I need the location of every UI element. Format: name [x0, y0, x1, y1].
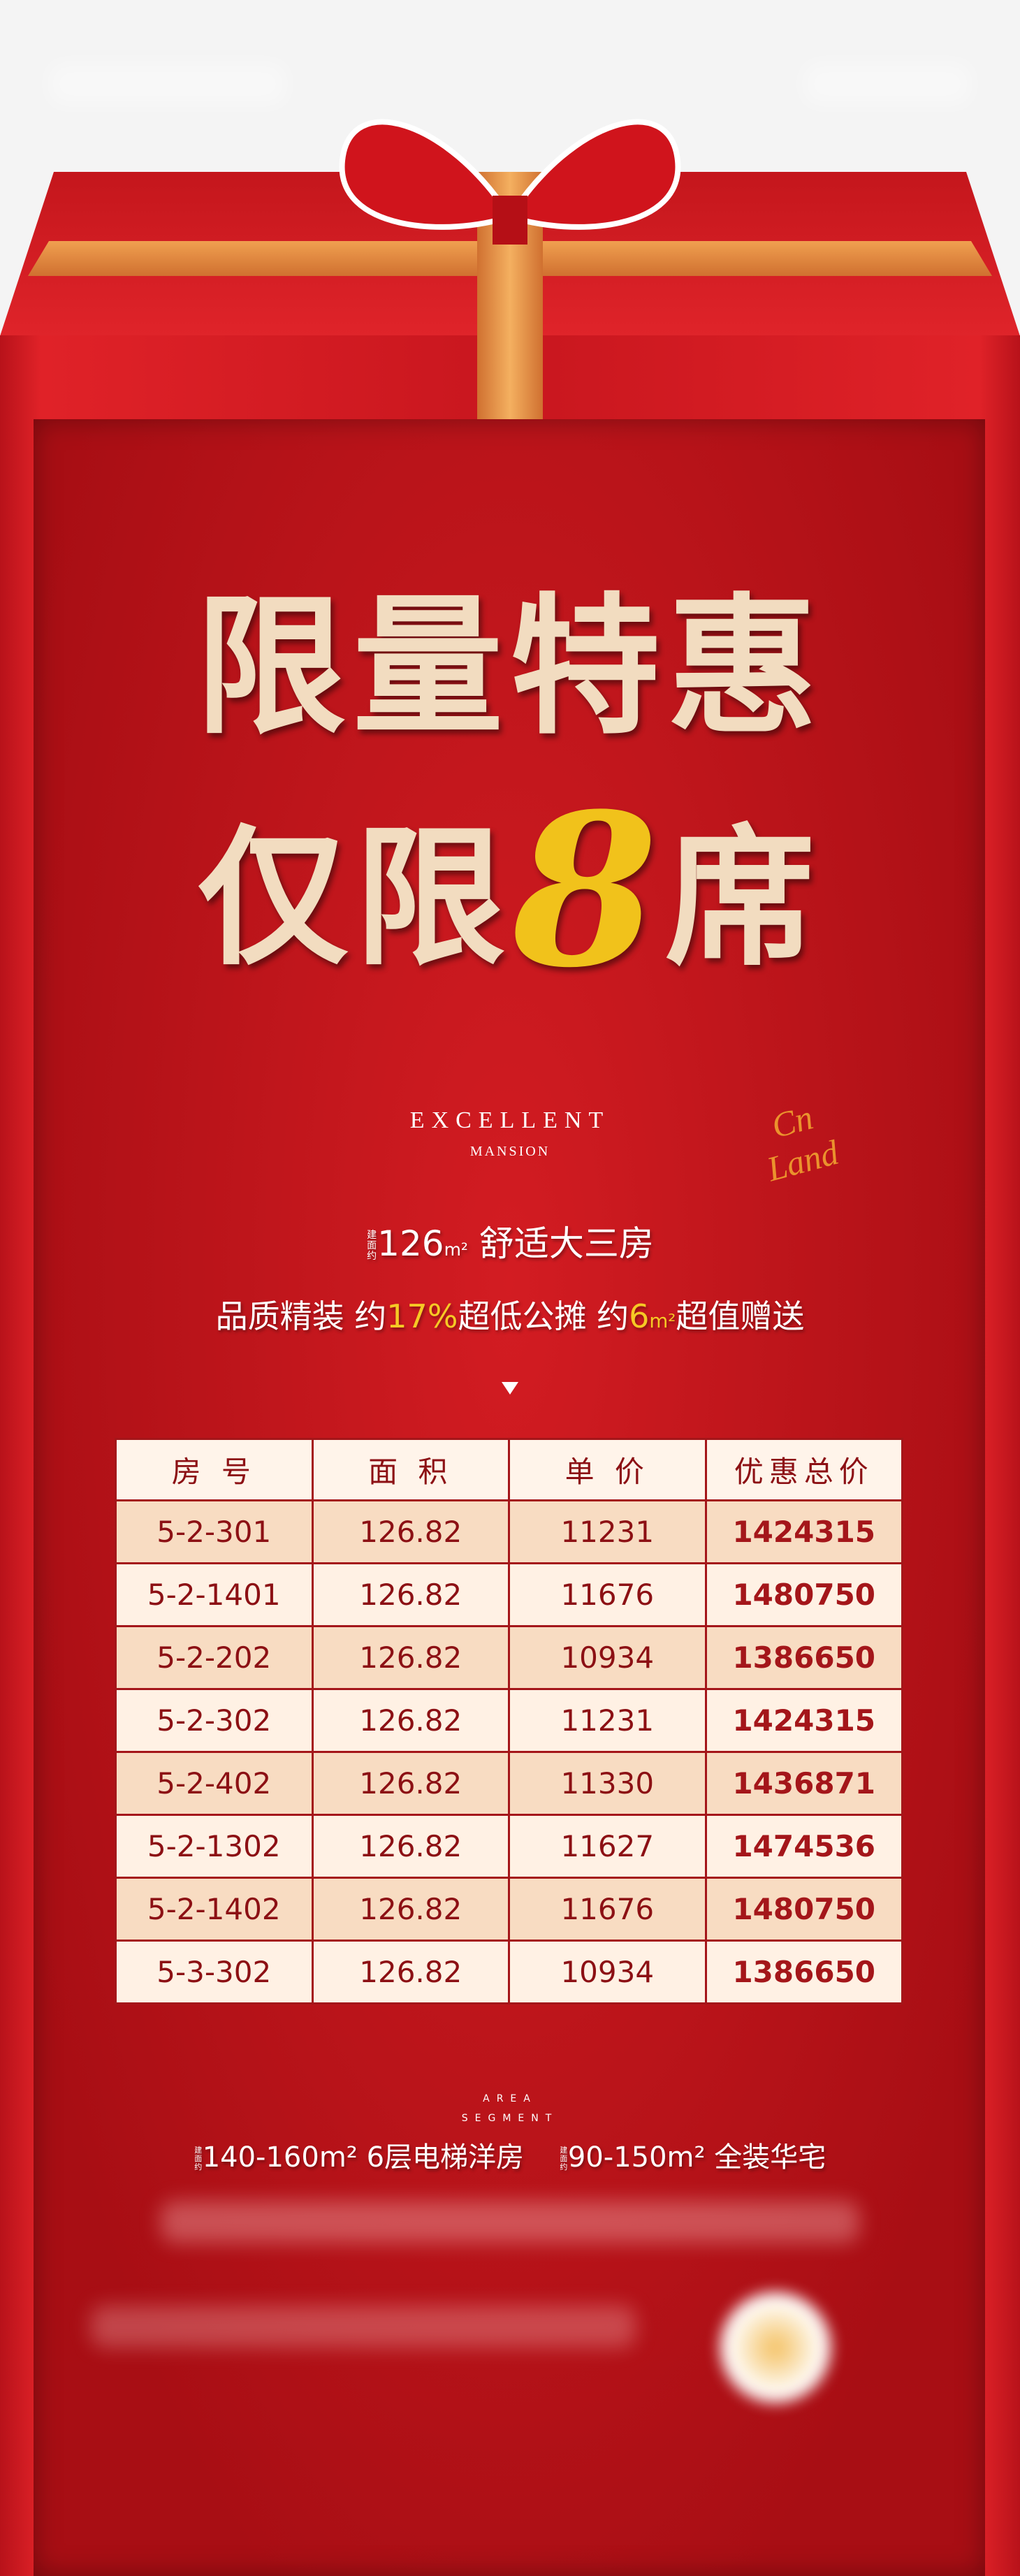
- seg1-range: 140-160m²: [202, 2141, 358, 2174]
- room-number-cell: 5-2-1402: [115, 1877, 314, 1942]
- table-row: 5-2-202 126.82 10934 1386650: [115, 1625, 903, 1690]
- total-price-cell: 1436871: [704, 1751, 903, 1816]
- area-unit: m²: [444, 1239, 468, 1260]
- room-number-cell: 5-3-302: [115, 1940, 314, 2004]
- table-row: 5-2-1302 126.82 11627 1474536: [115, 1814, 903, 1879]
- unit-price-cell: 11676: [508, 1877, 707, 1942]
- seg2-desc: 全装华宅: [714, 2141, 826, 2174]
- down-triangle-icon: [502, 1382, 518, 1395]
- headline-line1: 限量特惠: [196, 579, 824, 755]
- logo-line1: EXCELLENT: [409, 1107, 611, 1133]
- seg2-range: 90-150m²: [567, 2141, 706, 2174]
- f2-d: 约: [597, 1297, 629, 1335]
- total-price-cell: 1424315: [704, 1499, 903, 1564]
- table-row: 5-2-301 126.82 11231 1424315: [115, 1499, 903, 1564]
- headline-line2: 仅限8席: [0, 786, 1020, 996]
- room-number-cell: 5-2-302: [115, 1688, 314, 1753]
- area-label: AREA: [483, 2093, 537, 2104]
- room-number-cell: 5-2-301: [115, 1499, 314, 1564]
- area-cell: 126.82: [311, 1562, 510, 1627]
- f2-b: 约: [354, 1297, 387, 1335]
- unit-price-cell: 10934: [508, 1940, 707, 2004]
- area-cell: 126.82: [311, 1877, 510, 1942]
- area-cell: 126.82: [311, 1940, 510, 2004]
- gift-unit: m²: [649, 1309, 676, 1332]
- total-price-cell: 1480750: [704, 1877, 903, 1942]
- f2-e: 超值赠送: [676, 1297, 805, 1335]
- total-price-cell: 1474536: [704, 1814, 903, 1879]
- headline-pre: 仅限: [198, 810, 513, 986]
- seg1-desc: 6层电梯洋房: [366, 2141, 525, 2174]
- ribbon-bow-icon: [339, 119, 681, 245]
- segment-label: SEGMENT: [461, 2113, 559, 2124]
- feature-line-1: 建面约126m² 舒适大三房: [0, 1216, 1020, 1266]
- column-header: 面 积: [311, 1438, 510, 1501]
- unit-price-cell: 11231: [508, 1499, 707, 1564]
- share-percent: 17%: [386, 1297, 458, 1335]
- table-row: 5-2-1401 126.82 11676 1480750: [115, 1562, 903, 1627]
- f2-c: 超低公摊: [458, 1297, 587, 1335]
- blurred-text-1: [161, 2201, 859, 2243]
- blurred-logo-left: [49, 63, 286, 105]
- brand-logo: Cn Land EXCELLENT MANSION: [0, 1097, 1020, 1188]
- column-header: 房 号: [115, 1438, 314, 1501]
- room-number-cell: 5-2-1401: [115, 1562, 314, 1627]
- column-header: 单 价: [508, 1438, 707, 1501]
- table-row: 5-2-402 126.82 11330 1436871: [115, 1751, 903, 1816]
- logo-line2: MANSION: [469, 1144, 551, 1159]
- blurred-emblem: [720, 2292, 831, 2403]
- headline-post: 席: [664, 810, 822, 986]
- unit-price-cell: 11627: [508, 1814, 707, 1879]
- area-prefix: 建面约: [367, 1230, 377, 1262]
- table-row: 5-2-302 126.82 11231 1424315: [115, 1688, 903, 1753]
- room-number-cell: 5-2-202: [115, 1625, 314, 1690]
- total-price-cell: 1480750: [704, 1562, 903, 1627]
- room-number-cell: 5-2-402: [115, 1751, 314, 1816]
- seg1-prefix: 建面约: [194, 2146, 203, 2171]
- headline-number: 8: [512, 767, 665, 1014]
- blurred-logo-right: [803, 63, 971, 105]
- feature1-text: 舒适大三房: [479, 1223, 654, 1264]
- area-cell: 126.82: [311, 1688, 510, 1753]
- total-price-cell: 1386650: [704, 1625, 903, 1690]
- area-cell: 126.82: [311, 1814, 510, 1879]
- area-cell: 126.82: [311, 1499, 510, 1564]
- f2-a: 品质精装: [215, 1297, 344, 1335]
- area-value: 126: [377, 1223, 444, 1264]
- gift-area: 6: [629, 1297, 650, 1335]
- blurred-text-2: [91, 2306, 636, 2348]
- feature-line-2: 品质精装 约17%超低公摊 约6m²超值赠送: [0, 1291, 1020, 1337]
- unit-price-cell: 11330: [508, 1751, 707, 1816]
- total-price-cell: 1386650: [704, 1940, 903, 2004]
- column-header: 优惠总价: [704, 1438, 903, 1501]
- table-row: 5-3-302 126.82 10934 1386650: [115, 1940, 903, 2004]
- unit-price-cell: 10934: [508, 1625, 707, 1690]
- table-row: 5-2-1402 126.82 11676 1480750: [115, 1877, 903, 1942]
- unit-price-cell: 11231: [508, 1688, 707, 1753]
- total-price-cell: 1424315: [704, 1688, 903, 1753]
- price-table: 房 号面 积单 价优惠总价 5-2-301 126.82 11231 1424315 5-…: [115, 1438, 903, 2004]
- area-cell: 126.82: [311, 1751, 510, 1816]
- unit-price-cell: 11676: [508, 1562, 707, 1627]
- seg2-prefix: 建面约: [560, 2146, 568, 2171]
- area-cell: 126.82: [311, 1625, 510, 1690]
- area-segment-label: AREA SEGMENT: [0, 2089, 1020, 2128]
- segments-line: 建面约140-160m² 6层电梯洋房 建面约90-150m² 全装华宅: [0, 2134, 1020, 2175]
- room-number-cell: 5-2-1302: [115, 1814, 314, 1879]
